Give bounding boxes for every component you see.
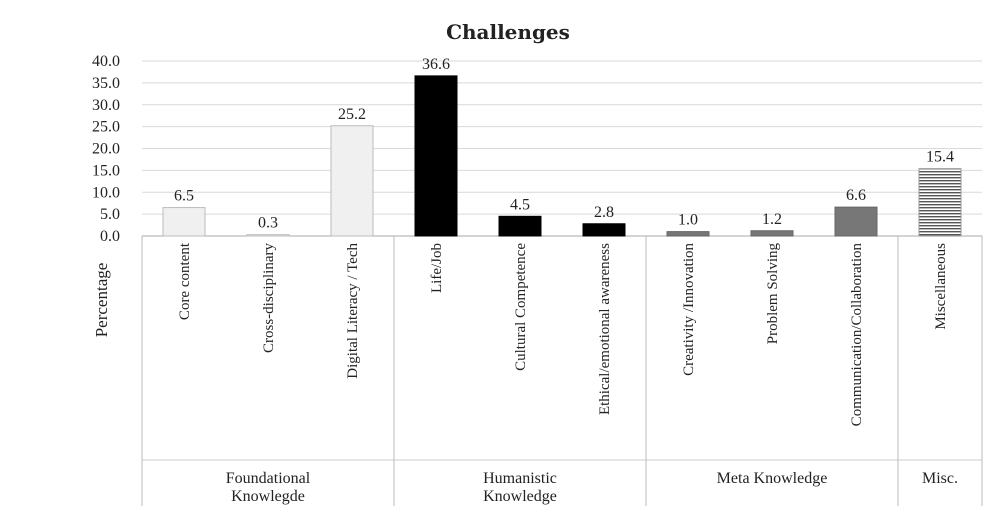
value-label: 4.5: [510, 196, 530, 213]
category-label: Cultural Competence: [513, 243, 529, 371]
group-label: Foundational: [226, 470, 311, 487]
bar: [247, 235, 289, 236]
group-label: Misc.: [922, 470, 958, 487]
value-label: 15.4: [926, 149, 954, 166]
y-tick-label: 20.0: [92, 141, 120, 158]
y-axis-ticks: 0.0 5.0 10.0 15.0 20.0 25.0 30.0 35.0 40.0: [92, 53, 120, 245]
value-label: 1.0: [678, 212, 698, 229]
bar: [163, 208, 205, 236]
value-label: 0.3: [258, 215, 278, 232]
value-label: 36.6: [422, 56, 450, 73]
group-label: Knowlegde: [231, 488, 305, 505]
y-axis-label: Percentage: [92, 263, 111, 338]
category-label: Digital Literacy / Tech: [345, 243, 361, 379]
y-tick-label: 5.0: [100, 206, 120, 223]
bars: [163, 76, 961, 236]
group-label: Meta Knowledge: [717, 470, 828, 487]
bar: [331, 126, 373, 236]
value-label: 2.8: [594, 204, 614, 221]
chart-title: Challenges: [446, 20, 570, 44]
y-tick-label: 25.0: [92, 119, 120, 136]
value-label: 1.2: [762, 211, 782, 228]
category-label: Miscellaneous: [933, 243, 949, 330]
y-tick-label: 15.0: [92, 162, 120, 179]
group-label: Knowledge: [483, 488, 557, 505]
bar: [751, 231, 793, 236]
bar: [919, 169, 961, 236]
category-label: Ethical/emotional awareness: [597, 243, 613, 415]
y-tick-label: 10.0: [92, 184, 120, 201]
category-labels: Core content Cross-disciplinary Digital Li…: [177, 242, 949, 426]
category-label: Communication/Collaboration: [849, 243, 865, 427]
category-label: Cross-disciplinary: [261, 243, 277, 353]
value-label: 6.6: [846, 187, 866, 204]
y-tick-label: 35.0: [92, 75, 120, 92]
bar: [499, 216, 541, 236]
category-label: Problem Solving: [765, 243, 781, 345]
value-label: 25.2: [338, 106, 366, 123]
y-tick-label: 0.0: [100, 228, 120, 245]
category-label: Life/Job: [429, 243, 445, 293]
bar: [583, 224, 625, 236]
bar: [667, 232, 709, 236]
category-label: Core content: [177, 242, 193, 320]
bar: [415, 76, 457, 236]
y-tick-label: 40.0: [92, 53, 120, 70]
y-tick-label: 30.0: [92, 97, 120, 114]
value-labels: 6.5 0.3 25.2 36.6 4.5 2.8 1.0 1.2 6.6 15.4: [174, 56, 954, 232]
category-label: Creativity /Innovation: [681, 243, 697, 376]
bar: [835, 207, 877, 236]
group-label: Humanistic: [483, 470, 557, 487]
value-label: 6.5: [174, 188, 194, 205]
